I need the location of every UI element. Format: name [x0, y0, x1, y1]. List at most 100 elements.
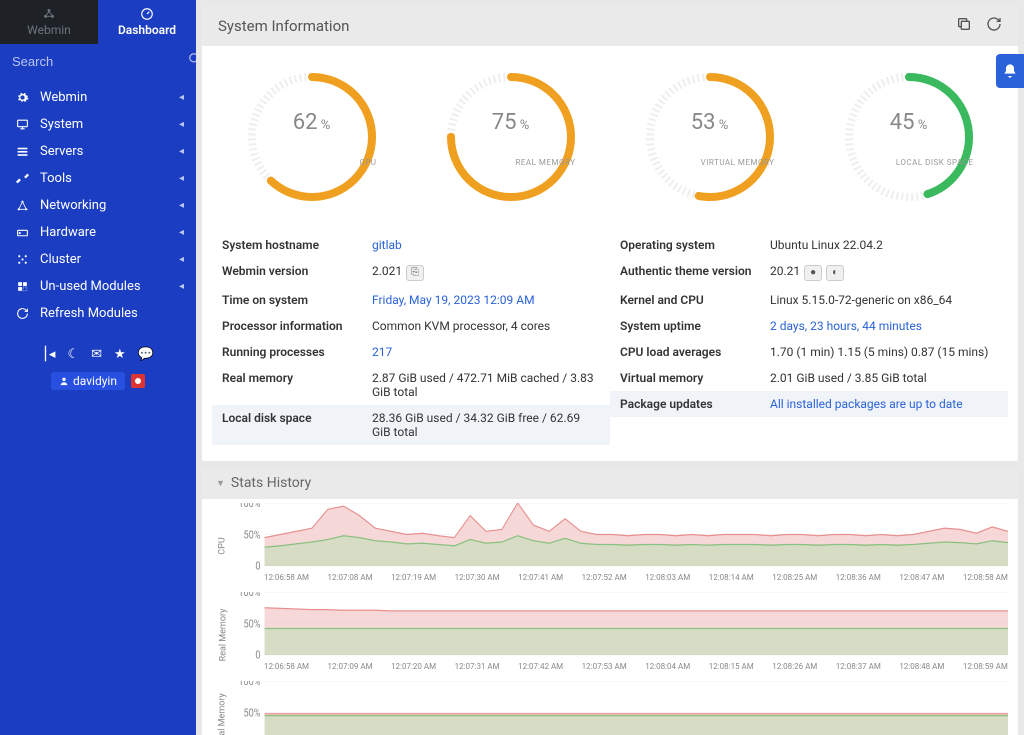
sidebar-item-label: Servers — [40, 144, 83, 159]
chevron-left-icon: ◂ — [179, 227, 184, 238]
xtick: 12:07:19 AM — [391, 573, 436, 582]
user-icon — [59, 376, 69, 386]
xtick: 12:08:59 AM — [963, 662, 1008, 671]
info-row: Authentic theme version 20.21●◐ — [610, 258, 1008, 287]
gauge-label: CPU — [360, 158, 377, 167]
xtick: 12:08:37 AM — [836, 662, 881, 671]
xtick: 12:07:53 AM — [582, 662, 627, 671]
info-value[interactable]: Friday, May 19, 2023 12:09 AM — [372, 293, 600, 307]
action-button[interactable]: ⎘ — [406, 265, 424, 281]
info-value[interactable]: gitlab — [372, 238, 600, 252]
svg-text:100%: 100% — [238, 592, 261, 599]
network-icon — [14, 199, 30, 212]
xtick: 12:08:48 AM — [899, 662, 944, 671]
xtick: 12:07:52 AM — [582, 573, 627, 582]
refresh-icon[interactable] — [986, 16, 1002, 36]
info-value: 2.01 GiB used / 3.85 GiB total — [770, 371, 998, 385]
sidebar-item-system[interactable]: System ◂ — [0, 111, 196, 138]
nav-tab-dashboard-label: Dashboard — [118, 23, 176, 37]
sidebar-item-tools[interactable]: Tools ◂ — [0, 165, 196, 192]
sidebar-item-cluster[interactable]: Cluster ◂ — [0, 246, 196, 273]
info-label: Authentic theme version — [620, 264, 770, 281]
sidebar-item-refresh-modules[interactable]: Refresh Modules — [0, 300, 196, 327]
chevron-left-icon: ◂ — [179, 200, 184, 211]
info-label: Local disk space — [222, 411, 372, 439]
gauge-cpu[interactable]: 62 % CPU — [227, 62, 397, 212]
chart-xticks: 12:06:58 AM12:07:08 AM12:07:19 AM12:07:3… — [234, 571, 1008, 588]
search-input[interactable] — [12, 54, 188, 69]
chevron-left-icon: ◂ — [179, 281, 184, 292]
info-row: Real memory 2.87 GiB used / 472.71 MiB c… — [212, 365, 610, 405]
info-row: CPU load averages 1.70 (1 min) 1.15 (5 m… — [610, 339, 1008, 365]
collapse-icon[interactable]: ⎮◂ — [42, 347, 55, 362]
svg-text:0: 0 — [255, 648, 260, 660]
night-mode-icon[interactable]: ☾ — [67, 347, 79, 362]
sidebar-item-un-used-modules[interactable]: Un-used Modules ◂ — [0, 273, 196, 300]
stats-history-header[interactable]: ▼ Stats History — [202, 467, 1018, 499]
sidebar-item-servers[interactable]: Servers ◂ — [0, 138, 196, 165]
info-value: Common KVM processor, 4 cores — [372, 319, 600, 333]
chat-icon[interactable]: 💬 — [138, 347, 154, 362]
sidebar-item-label: Un-used Modules — [40, 279, 141, 294]
sidebar-item-hardware[interactable]: Hardware ◂ — [0, 219, 196, 246]
svg-text:0: 0 — [255, 559, 260, 571]
chart-cpu: CPU 100%50%0 12:06:58 AM12:07:08 AM12:07… — [202, 499, 1018, 588]
nav-tab-webmin[interactable]: Webmin — [0, 0, 98, 44]
chart-ylabel: Real Memory — [212, 592, 234, 677]
chart-real-memory: Real Memory 100%50%0 12:06:58 AM12:07:09… — [202, 588, 1018, 677]
info-value[interactable]: All installed packages are up to date — [770, 397, 998, 411]
xtick: 12:08:25 AM — [772, 573, 817, 582]
xtick: 12:08:58 AM — [963, 573, 1008, 582]
info-value: 1.70 (1 min) 1.15 (5 mins) 0.87 (15 mins… — [770, 345, 998, 359]
user-badge[interactable]: davidyin — [51, 372, 125, 390]
info-value: 28.36 GiB used / 34.32 GiB free / 62.69 … — [372, 411, 600, 439]
info-value[interactable]: 2 days, 23 hours, 44 minutes — [770, 319, 998, 333]
chevron-left-icon: ◂ — [179, 173, 184, 184]
xtick: 12:08:15 AM — [709, 662, 754, 671]
info-value: Ubuntu Linux 22.04.2 — [770, 238, 998, 252]
info-row: System hostname gitlab — [212, 232, 610, 258]
bars-icon — [14, 145, 30, 158]
copy-icon[interactable] — [956, 16, 972, 36]
gauge-label: REAL MEMORY — [515, 158, 575, 167]
info-label: CPU load averages — [620, 345, 770, 359]
chevron-left-icon: ◂ — [179, 254, 184, 265]
svg-text:50%: 50% — [243, 705, 260, 719]
info-label: Kernel and CPU — [620, 293, 770, 307]
webmin-logo-icon — [42, 7, 56, 21]
monitor-icon — [14, 118, 30, 131]
info-row: System uptime 2 days, 23 hours, 44 minut… — [610, 313, 1008, 339]
gauge-virtual-memory[interactable]: 53 % VIRTUAL MEMORY — [625, 62, 795, 212]
info-column-right: Operating system Ubuntu Linux 22.04.2 Au… — [610, 232, 1008, 445]
tools-icon — [14, 172, 30, 185]
info-button[interactable]: ● — [804, 265, 822, 281]
stats-history-title: Stats History — [231, 475, 311, 491]
sidebar-item-webmin[interactable]: Webmin ◂ — [0, 84, 196, 111]
svg-text:50%: 50% — [243, 616, 260, 630]
info-value[interactable]: 217 — [372, 345, 600, 359]
gauge-local-disk-space[interactable]: 45 % LOCAL DISK SPACE — [824, 62, 994, 212]
record-indicator[interactable] — [131, 374, 145, 388]
info-row: Operating system Ubuntu Linux 22.04.2 — [610, 232, 1008, 258]
mail-icon[interactable]: ✉ — [91, 347, 102, 362]
theme-button[interactable]: ◐ — [826, 265, 844, 281]
drive-icon — [14, 226, 30, 239]
notifications-tab[interactable] — [996, 54, 1024, 88]
chart-ylabel: CPU — [212, 503, 234, 588]
xtick: 12:07:09 AM — [328, 662, 373, 671]
sidebar: Webmin Dashboard Webmin ◂ System ◂ Serve… — [0, 0, 196, 735]
sidebar-item-networking[interactable]: Networking ◂ — [0, 192, 196, 219]
info-label: Real memory — [222, 371, 372, 399]
unused-icon — [14, 280, 30, 293]
sidebar-item-label: Tools — [40, 171, 72, 186]
xtick: 12:07:31 AM — [455, 662, 500, 671]
star-icon[interactable]: ★ — [114, 347, 126, 362]
gauge-real-memory[interactable]: 75 % REAL MEMORY — [426, 62, 596, 212]
chart-virtual-memory: Virtual Memory 100%50%0 12:06:58 AM12:07… — [202, 677, 1018, 735]
info-label: Webmin version — [222, 264, 372, 281]
svg-text:50%: 50% — [243, 527, 260, 541]
nav-tab-dashboard[interactable]: Dashboard — [98, 0, 196, 44]
info-column-left: System hostname gitlab Webmin version 2.… — [212, 232, 610, 445]
charts-container: CPU 100% 50% 0 12:06:58 AM12:07:08 AM12:07… — [202, 499, 1018, 735]
gauge-value: 62 % — [227, 110, 397, 135]
